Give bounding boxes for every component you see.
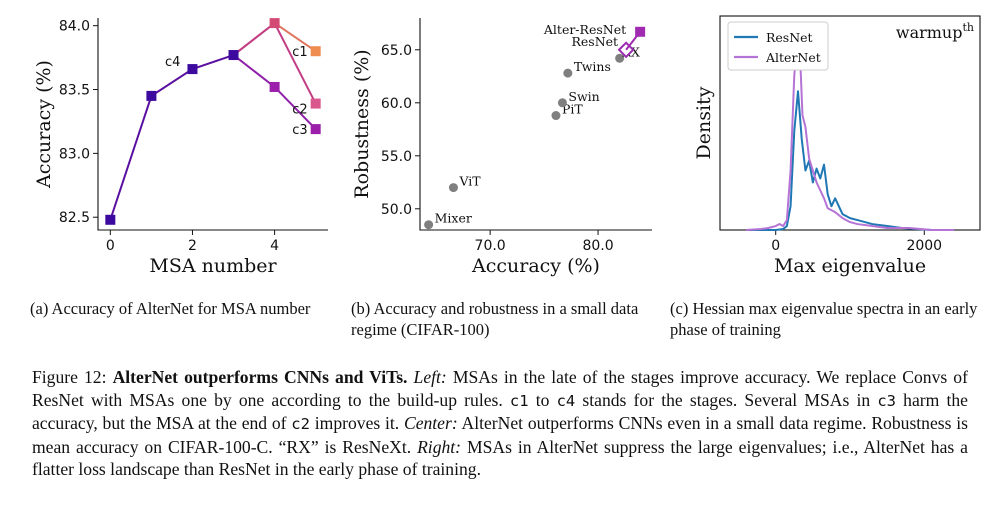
x-tick-label-c: 0 [771, 238, 780, 254]
marker-c4 [146, 90, 157, 101]
caption-code-c3: c3 [877, 391, 896, 410]
chart-a: 0 2 4 82.5 83.0 83.5 84.0 MSA number Accuracy (%… [33, 18, 328, 277]
y-tick-label-a: 82.5 [59, 210, 90, 226]
caption-text-to: to [535, 389, 550, 410]
subcaption-b: (b) Accuracy and robustness in a small d… [351, 299, 639, 339]
caption-code-c4: c4 [556, 391, 576, 410]
point-swin [557, 98, 567, 108]
caption-bold-title: AlterNet outperforms CNNs and ViTs. [112, 367, 408, 387]
axes-b [419, 18, 652, 231]
y-tick-label-b: 50.0 [381, 202, 412, 218]
title-superscript: th [962, 21, 974, 34]
caption-right-label: Right: [417, 436, 462, 457]
axes-a [97, 18, 328, 231]
y-tick-label-b: 60.0 [381, 96, 412, 112]
point-alter-resnet [635, 26, 646, 37]
label-resnet: ResNet [572, 34, 619, 49]
subcaption-c: (c) Hessian max eigenvalue spectra in an… [670, 299, 978, 339]
x-tick-label-c: 2000 [906, 238, 942, 254]
label-pit: PiT [562, 102, 583, 117]
marker-c1 [310, 46, 321, 57]
marker-c3 [269, 81, 280, 92]
marker-c2 [310, 98, 321, 109]
y-axis-label-c: Density [693, 86, 715, 159]
caption-right-text: MSAs in AlterNet suppress the large eige… [32, 436, 968, 480]
caption-text-harm: harm the accuracy, but the MSA at the en… [32, 389, 968, 434]
axes-c [719, 15, 981, 231]
y-tick-label-b: 55.0 [381, 149, 412, 165]
subcaption-a: (a) Accuracy of AlterNet for MSA number [30, 299, 311, 318]
caption-left-label: Left: [413, 367, 447, 387]
caption-text-stands: stands for the stages. Several MSAs in [582, 389, 871, 410]
x-axis-label-c: Max eigenvalue [774, 255, 926, 277]
point-vit [448, 183, 458, 193]
marker-c1 [269, 18, 280, 29]
caption-center-text: AlterNet outperforms CNNs even in a smal… [32, 413, 968, 457]
x-tick-label-b: 80.0 [582, 238, 613, 254]
x-tick-label-a: 4 [270, 238, 279, 254]
point-pit [551, 111, 561, 121]
panel-b: 70.0 80.0 50.0 55.0 60.0 65.0 Accuracy (%) Robu… [340, 0, 670, 290]
label-swin: Swin [568, 89, 599, 104]
point-rx [615, 53, 625, 63]
annotation-c3: c3 [292, 123, 307, 138]
point-twins [563, 68, 573, 78]
y-tick-label-a: 83.0 [59, 146, 90, 162]
x-tick-label-a: 0 [106, 238, 115, 254]
caption-center-label: Center: [403, 413, 458, 434]
label-mixer: Mixer [435, 211, 472, 226]
figure-label: Figure 12: [32, 367, 107, 387]
y-tick-label-b: 65.0 [381, 43, 412, 59]
series-line-c3 [232, 54, 317, 130]
y-axis-label-b: Robustness (%) [351, 49, 373, 198]
marker-c4 [105, 214, 116, 225]
x-axis-label-a: MSA number [149, 255, 277, 277]
label-twins: Twins [574, 59, 611, 74]
marker-c3 [310, 124, 321, 135]
chart-title-c: warmupth [896, 21, 974, 42]
y-axis-label-a: Accuracy (%) [33, 60, 55, 189]
label-alter-resnet: Alter-ResNet [543, 22, 626, 37]
series-line-c4 [109, 54, 234, 221]
point-mixer [424, 220, 434, 230]
x-tick-label-b: 70.0 [475, 238, 506, 254]
caption-left-text: MSAs in the late of the stages improve a… [32, 367, 968, 410]
legend-label-alternet: AlterNet [765, 50, 821, 65]
caption-code-c1: c1 [509, 391, 529, 410]
x-tick-label-a: 2 [188, 238, 197, 254]
marker-c4 [187, 64, 198, 75]
legend-label-resnet: ResNet [766, 30, 813, 45]
annotation-c1: c1 [292, 45, 307, 60]
annotation-c4: c4 [165, 55, 180, 70]
x-axis-label-b: Accuracy (%) [471, 255, 600, 277]
caption-code-c2: c2 [291, 415, 310, 434]
panel-a: 0 2 4 82.5 83.0 83.5 84.0 MSA number Accuracy (%… [0, 0, 340, 290]
title-main: warmup [896, 23, 963, 42]
annotation-c2: c2 [292, 103, 307, 118]
caption-text-improves: improves it. [314, 413, 400, 434]
panel-c: 0 2000 Max eigenvalue Density warmupth ResNet… [670, 0, 990, 290]
curve-resnet [746, 90, 954, 231]
y-tick-label-a: 83.5 [59, 83, 90, 99]
marker-c4 [228, 50, 239, 61]
curve-alternet [745, 34, 954, 231]
chart-b: 70.0 80.0 50.0 55.0 60.0 65.0 Accuracy (%) Robu… [351, 18, 652, 277]
figure-caption: Figure 12: AlterNet outperforms CNNs and… [32, 366, 968, 481]
label-vit: ViT [458, 174, 481, 189]
y-tick-label-a: 84.0 [59, 19, 90, 35]
